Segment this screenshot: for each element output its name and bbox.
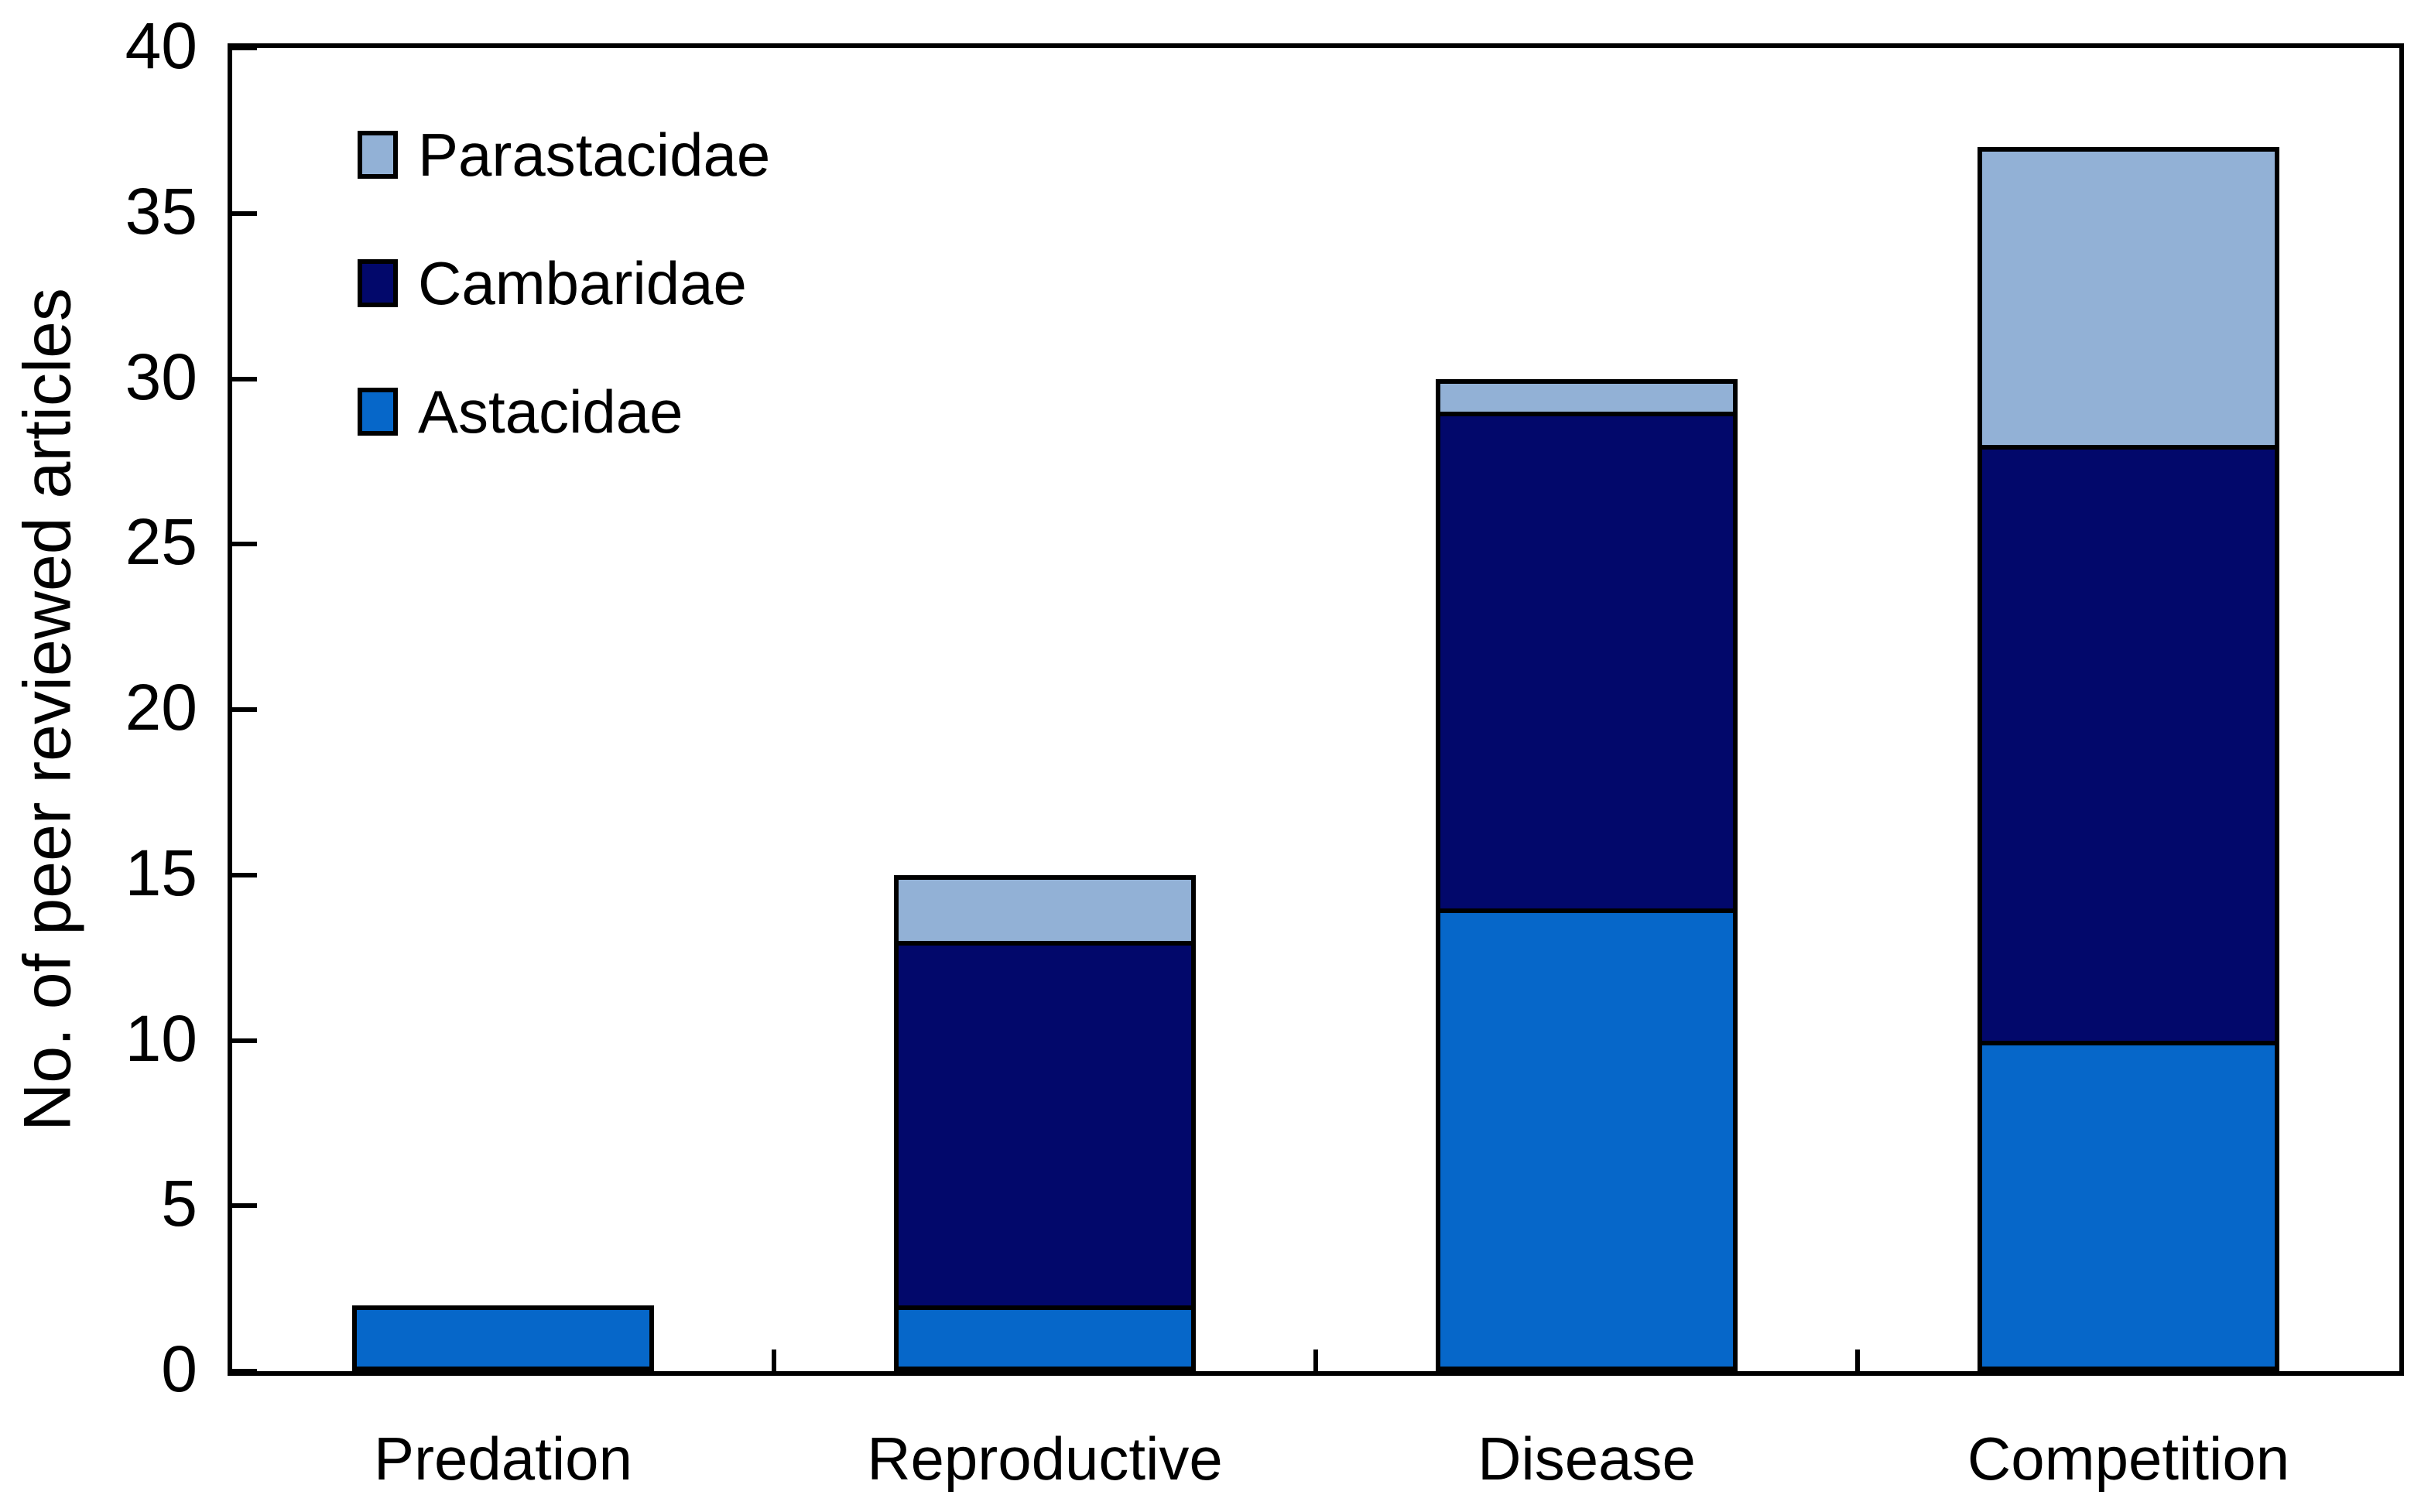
legend-label-astacidae: Astacidae xyxy=(418,378,683,446)
x-axis-category-tick xyxy=(772,1350,776,1371)
legend-swatch-parastacidae xyxy=(358,131,398,179)
legend-label-cambaridae: Cambaridae xyxy=(418,249,747,317)
bar-segment-cambaridae-reproductive xyxy=(894,941,1196,1310)
y-axis-tick xyxy=(232,707,257,712)
y-axis-tick-label: 5 xyxy=(161,1167,197,1240)
x-axis-category-tick xyxy=(1855,1350,1860,1371)
bar-segment-astacidae-competition xyxy=(1978,1040,2279,1371)
y-axis-tick-label: 25 xyxy=(125,505,197,579)
bar-segment-astacidae-reproductive xyxy=(894,1305,1196,1371)
legend-label-parastacidae: Parastacidae xyxy=(418,121,771,189)
y-axis-tick-label: 0 xyxy=(161,1332,197,1405)
bar-segment-astacidae-disease xyxy=(1436,908,1738,1371)
y-axis-tick xyxy=(232,376,257,381)
y-axis-tick xyxy=(232,1369,257,1373)
y-axis-tick-label: 35 xyxy=(125,174,197,248)
legend-item-astacidae: Astacidae xyxy=(358,375,770,449)
bar-segment-parastacidae-reproductive xyxy=(894,874,1196,946)
legend-swatch-cambaridae xyxy=(358,259,398,307)
legend: Parastacidae Cambaridae Astacidae xyxy=(358,118,770,503)
bar-stack-predation xyxy=(352,48,654,1371)
legend-swatch-astacidae xyxy=(358,388,398,436)
bar-segment-astacidae-predation xyxy=(352,1305,654,1371)
y-axis-tick xyxy=(232,1038,257,1043)
y-axis-tick-label: 30 xyxy=(125,340,197,413)
bar-stack-competition xyxy=(1978,48,2279,1371)
x-category-label-disease: Disease xyxy=(1478,1425,1696,1493)
x-axis-category-tick xyxy=(1313,1350,1318,1371)
y-axis-tick xyxy=(232,1203,257,1209)
bar-stack-reproductive xyxy=(894,48,1196,1371)
y-axis-tick xyxy=(232,872,257,877)
x-category-label-predation: Predation xyxy=(374,1425,632,1493)
y-axis-tick xyxy=(232,542,257,547)
y-axis-tick xyxy=(232,46,257,50)
y-axis-tick xyxy=(232,210,257,216)
legend-item-cambaridae: Cambaridae xyxy=(358,246,770,320)
bar-segment-cambaridae-competition xyxy=(1978,445,2279,1045)
bar-stack-disease xyxy=(1436,48,1738,1371)
legend-item-parastacidae: Parastacidae xyxy=(358,118,770,192)
x-category-label-reproductive: Reproductive xyxy=(867,1425,1223,1493)
x-category-label-competition: Competition xyxy=(1967,1425,2290,1493)
bar-segment-cambaridae-disease xyxy=(1436,412,1738,913)
bar-segment-parastacidae-disease xyxy=(1436,378,1738,417)
y-axis-tick-label: 20 xyxy=(125,671,197,744)
y-axis-tick-label: 15 xyxy=(125,836,197,909)
y-axis-tick-label: 10 xyxy=(125,1001,197,1075)
bar-segment-parastacidae-competition xyxy=(1978,147,2279,450)
plot-area xyxy=(228,43,2404,1376)
y-axis-tick-label: 40 xyxy=(125,9,197,82)
